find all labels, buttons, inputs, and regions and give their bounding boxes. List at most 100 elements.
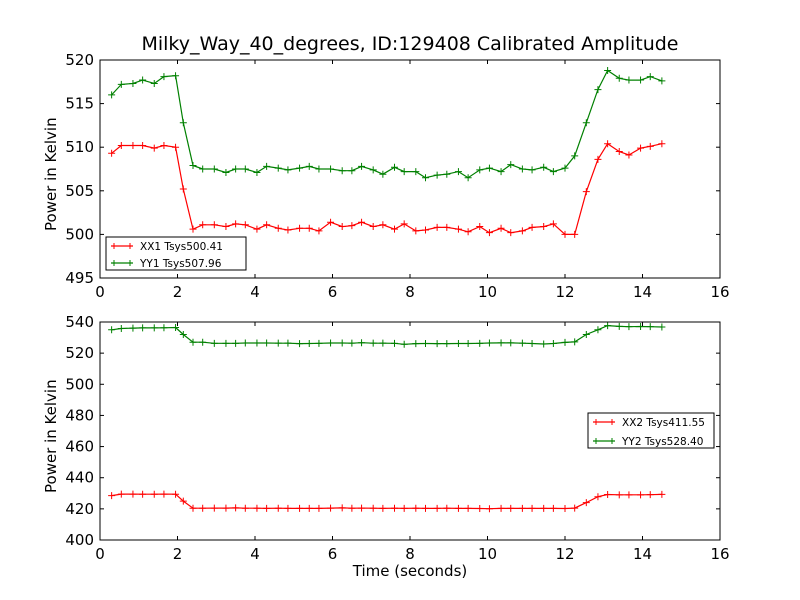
data-point bbox=[232, 339, 240, 347]
data-point bbox=[338, 223, 346, 231]
data-point bbox=[369, 166, 377, 174]
y-tick-label: 500 bbox=[65, 375, 94, 393]
data-point bbox=[604, 322, 612, 330]
y-tick-label: 480 bbox=[65, 406, 94, 424]
data-point bbox=[160, 73, 168, 81]
data-point bbox=[117, 141, 125, 149]
data-point bbox=[604, 66, 612, 74]
data-point bbox=[443, 223, 451, 231]
data-point bbox=[274, 224, 282, 232]
data-point bbox=[422, 226, 429, 234]
data-point bbox=[222, 168, 230, 176]
data-point bbox=[422, 504, 429, 512]
data-point bbox=[561, 230, 569, 238]
data-point bbox=[412, 168, 420, 176]
y-tick-label: 515 bbox=[65, 95, 94, 113]
legend-marker bbox=[593, 438, 599, 444]
data-point bbox=[594, 86, 602, 94]
data-point bbox=[315, 165, 323, 173]
data-point bbox=[518, 339, 526, 347]
data-point bbox=[443, 170, 451, 178]
data-point bbox=[549, 220, 557, 228]
data-point bbox=[464, 228, 472, 236]
data-point bbox=[625, 151, 633, 159]
data-point bbox=[338, 504, 346, 512]
data-point bbox=[327, 339, 335, 347]
data-point bbox=[108, 149, 116, 157]
data-point bbox=[296, 224, 304, 232]
data-point bbox=[561, 164, 569, 172]
data-point bbox=[615, 322, 623, 330]
y-tick-label: 500 bbox=[65, 225, 94, 243]
legend-box bbox=[105, 236, 247, 271]
data-point bbox=[210, 221, 218, 229]
data-point bbox=[327, 218, 335, 226]
data-point bbox=[358, 339, 366, 347]
data-point bbox=[518, 165, 526, 173]
data-point bbox=[485, 164, 493, 172]
data-point bbox=[189, 338, 197, 346]
x-tick-label: 16 bbox=[710, 545, 729, 563]
data-point bbox=[348, 167, 356, 175]
data-point bbox=[150, 490, 158, 498]
top-y-axis-label: Power in Kelvin bbox=[42, 117, 60, 231]
data-point bbox=[241, 504, 249, 512]
data-point bbox=[391, 163, 398, 171]
series-line-xx2 bbox=[111, 493, 662, 510]
data-point bbox=[422, 174, 429, 182]
data-point bbox=[615, 74, 623, 82]
legend-box bbox=[587, 412, 715, 449]
data-point bbox=[412, 227, 420, 235]
data-point bbox=[400, 168, 408, 176]
data-point bbox=[305, 224, 313, 232]
data-point bbox=[232, 504, 240, 512]
data-point bbox=[172, 72, 180, 80]
data-point bbox=[400, 504, 408, 512]
data-point bbox=[454, 168, 462, 176]
data-point bbox=[625, 491, 633, 499]
data-point bbox=[625, 76, 633, 84]
bottom-y-axis-label: Power in Kelvin bbox=[42, 379, 60, 493]
data-point bbox=[637, 323, 645, 331]
data-point bbox=[199, 504, 207, 512]
data-point bbox=[179, 497, 187, 505]
data-point bbox=[222, 504, 230, 512]
data-point bbox=[497, 224, 505, 232]
data-point bbox=[284, 339, 292, 347]
data-point bbox=[348, 339, 356, 347]
data-point bbox=[658, 490, 666, 498]
data-point bbox=[210, 165, 218, 173]
data-point bbox=[296, 504, 304, 512]
series-line-xx1 bbox=[111, 142, 663, 235]
top-plot-panel: 0 2 4 6 8 10 12 14 16 495 500 505 510 515 520 XX1 Tsys5… bbox=[65, 51, 730, 301]
data-point bbox=[129, 80, 137, 88]
data-point bbox=[594, 155, 602, 163]
data-point bbox=[433, 171, 441, 179]
x-axis-label: Time (seconds) bbox=[352, 562, 468, 580]
data-point bbox=[497, 339, 505, 347]
data-point bbox=[117, 325, 125, 333]
data-point bbox=[315, 339, 323, 347]
data-point bbox=[549, 504, 557, 512]
data-point bbox=[379, 221, 387, 229]
legend-label: XX1 Tsys500.41 bbox=[140, 241, 223, 253]
y-tick-label: 520 bbox=[65, 344, 94, 362]
data-point bbox=[160, 324, 168, 332]
data-point bbox=[241, 165, 249, 173]
data-point bbox=[172, 323, 180, 331]
data-point bbox=[369, 223, 377, 231]
x-tick-label: 0 bbox=[95, 283, 105, 301]
legend-label: YY1 Tsys507.96 bbox=[139, 258, 222, 270]
data-point bbox=[284, 166, 292, 174]
data-point bbox=[348, 222, 356, 230]
data-point bbox=[454, 504, 462, 512]
data-point bbox=[305, 162, 313, 170]
data-point bbox=[540, 163, 548, 171]
y-tick-label: 400 bbox=[65, 531, 94, 549]
data-point bbox=[507, 504, 515, 512]
data-point bbox=[315, 227, 323, 235]
data-point bbox=[391, 225, 398, 233]
data-point bbox=[646, 323, 654, 331]
data-point bbox=[540, 504, 548, 512]
y-tick-label: 510 bbox=[65, 138, 94, 156]
